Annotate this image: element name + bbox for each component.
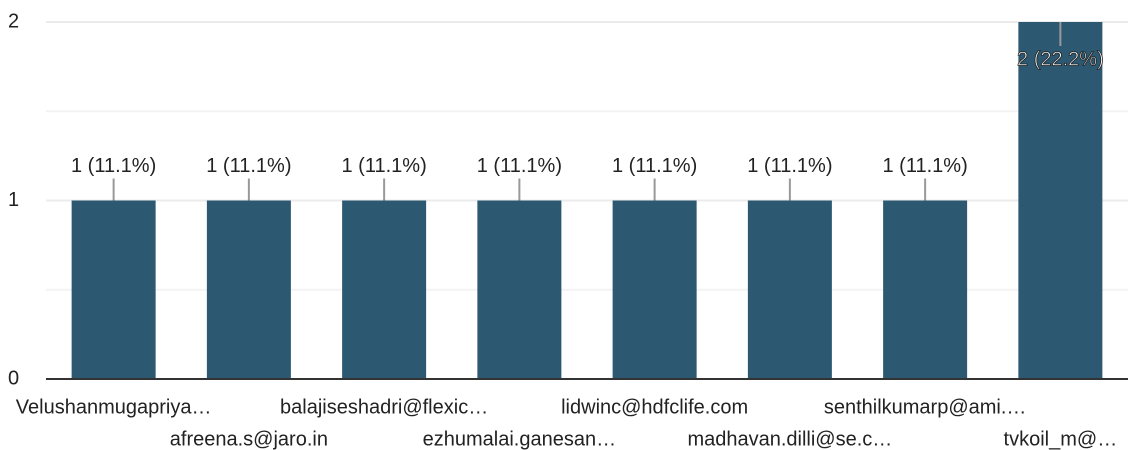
x-tick-label: balajiseshadri@flexic… — [280, 396, 488, 418]
value-label: 1 (11.1%) — [612, 155, 697, 177]
bar — [1018, 22, 1103, 379]
bar — [883, 200, 968, 379]
bar — [342, 200, 427, 379]
y-tick-label: 2 — [8, 10, 19, 32]
x-tick-label: lidwinc@hdfclife.com — [561, 396, 748, 418]
value-label: 1 (11.1%) — [206, 155, 291, 177]
x-tick-label: tvkoil_m@… — [1004, 428, 1118, 450]
x-tick-label: ezhumalai.ganesan… — [423, 428, 616, 450]
x-tick-label: madhavan.dilli@se.c… — [687, 428, 892, 450]
value-label: 1 (11.1%) — [477, 155, 562, 177]
y-tick-label: 0 — [8, 367, 19, 389]
bar — [206, 200, 291, 379]
value-label: 1 (11.1%) — [71, 155, 156, 177]
value-label: 1 (11.1%) — [747, 155, 832, 177]
value-label: 2 (22.2%) — [1017, 48, 1104, 70]
y-tick-label: 1 — [8, 189, 19, 211]
bar — [612, 200, 697, 379]
x-tick-label: Velushanmugapriya… — [16, 396, 212, 418]
x-tick-label: senthilkumarp@ami.… — [824, 396, 1027, 418]
bar — [477, 200, 562, 379]
value-label: 1 (11.1%) — [883, 155, 968, 177]
bar — [747, 200, 832, 379]
x-tick-label: afreena.s@jaro.in — [170, 428, 328, 450]
bar — [71, 200, 156, 379]
value-label: 1 (11.1%) — [342, 155, 427, 177]
